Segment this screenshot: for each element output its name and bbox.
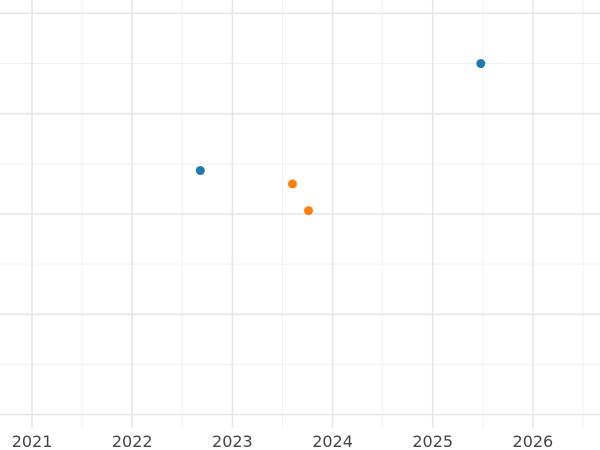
data-point-series-2 (304, 206, 314, 216)
x-axis-tick-labels: 2021 2022 2023 2024 2025 2026 (12, 432, 554, 450)
x-tick-label: 2023 (212, 432, 253, 450)
data-points (195, 59, 486, 216)
x-tick-label: 2026 (513, 432, 554, 450)
major-gridlines (0, 0, 600, 428)
x-tick-label: 2024 (312, 432, 353, 450)
data-point-series-1 (195, 166, 205, 176)
x-tick-label: 2022 (112, 432, 153, 450)
x-tick-label: 2025 (412, 432, 453, 450)
data-point-series-2 (287, 179, 297, 189)
x-tick-label: 2021 (12, 432, 53, 450)
data-point-series-1 (476, 59, 486, 69)
